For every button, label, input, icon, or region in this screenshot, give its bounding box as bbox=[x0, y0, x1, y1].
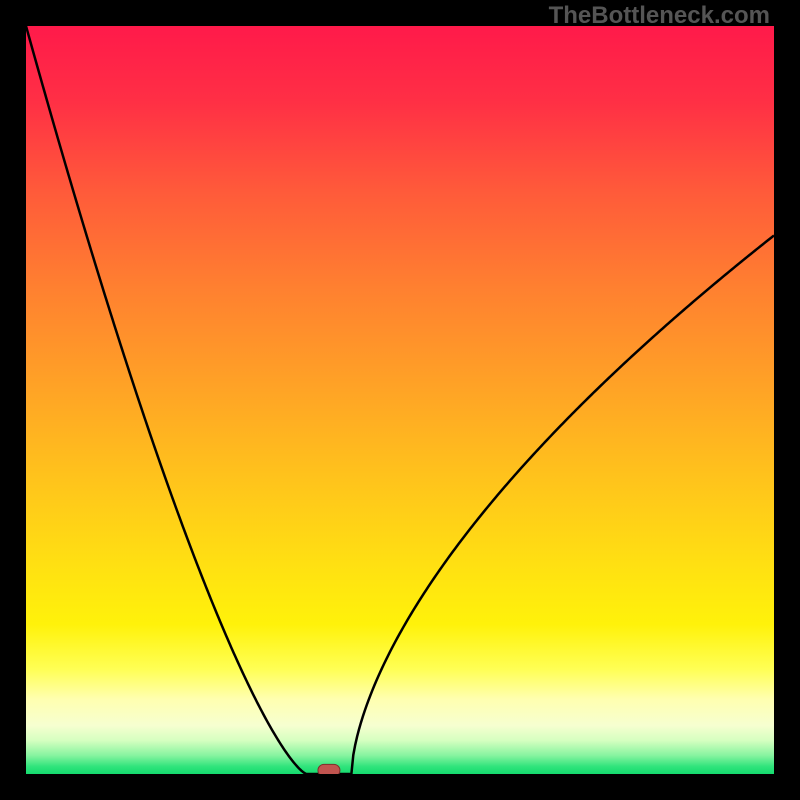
optimum-marker-layer bbox=[26, 26, 774, 774]
watermark-text: TheBottleneck.com bbox=[549, 2, 770, 30]
chart-plot-area bbox=[26, 26, 774, 774]
optimum-marker bbox=[318, 764, 340, 774]
